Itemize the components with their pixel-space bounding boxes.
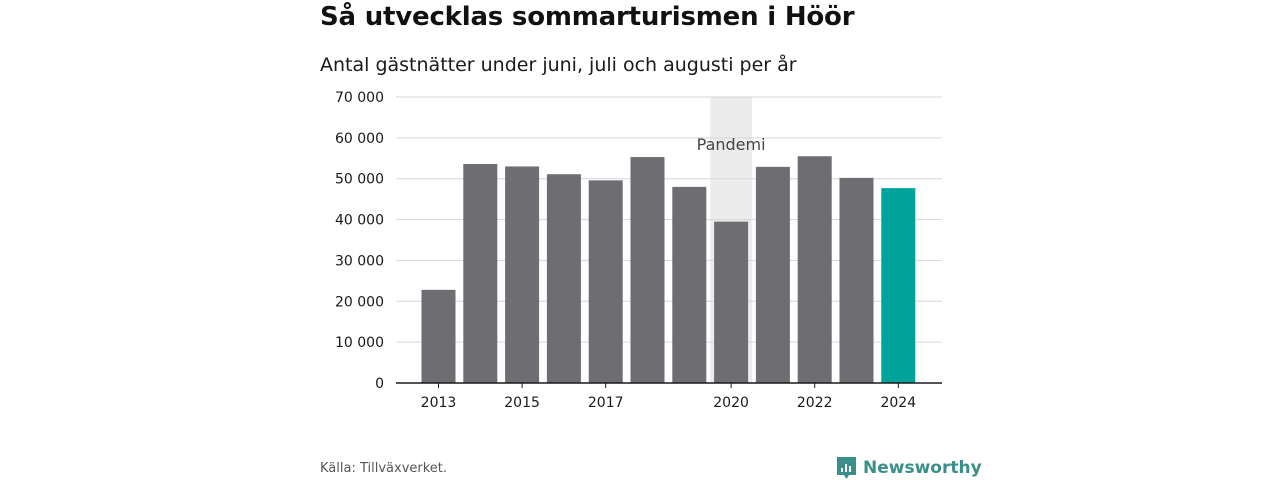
y-tick-label: 10 000 xyxy=(335,335,384,351)
bar-2022 xyxy=(797,156,832,383)
y-tick-label: 20 000 xyxy=(335,294,384,310)
x-tick-label: 2017 xyxy=(588,395,624,411)
bar-2017 xyxy=(588,180,623,383)
x-tick-label: 2024 xyxy=(880,395,916,411)
x-tick-label: 2015 xyxy=(504,395,540,411)
bar-2015 xyxy=(505,166,540,383)
x-tick-label: 2022 xyxy=(797,395,833,411)
bar-2021 xyxy=(755,166,790,383)
y-tick-label: 0 xyxy=(375,376,384,392)
y-tick-label: 30 000 xyxy=(335,253,384,269)
brand-logo: Newsworthy xyxy=(836,456,982,480)
newsworthy-icon xyxy=(837,457,856,479)
bar-2024 xyxy=(881,188,916,383)
bar-2023 xyxy=(839,177,874,383)
source-note: Källa: Tillväxverket. xyxy=(320,461,448,476)
y-tick-label: 40 000 xyxy=(335,213,384,229)
x-tick-label: 2020 xyxy=(713,395,749,411)
y-tick-label: 70 000 xyxy=(335,90,384,106)
bar-2016 xyxy=(546,174,581,383)
bar-2014 xyxy=(463,164,498,383)
bar-2013 xyxy=(421,289,456,383)
x-tick-label: 2013 xyxy=(421,395,457,411)
bar-2018 xyxy=(630,157,665,383)
chart-subtitle: Antal gästnätter under juni, juli och au… xyxy=(320,54,797,76)
y-tick-label: 50 000 xyxy=(335,172,384,188)
chart-title: Så utvecklas sommarturismen i Höör xyxy=(320,2,855,32)
brand-name: Newsworthy xyxy=(863,458,982,478)
y-tick-label: 60 000 xyxy=(335,131,384,147)
bar-2020 xyxy=(714,221,749,383)
bar-2019 xyxy=(672,186,707,383)
annotation-label: Pandemi xyxy=(697,135,766,154)
